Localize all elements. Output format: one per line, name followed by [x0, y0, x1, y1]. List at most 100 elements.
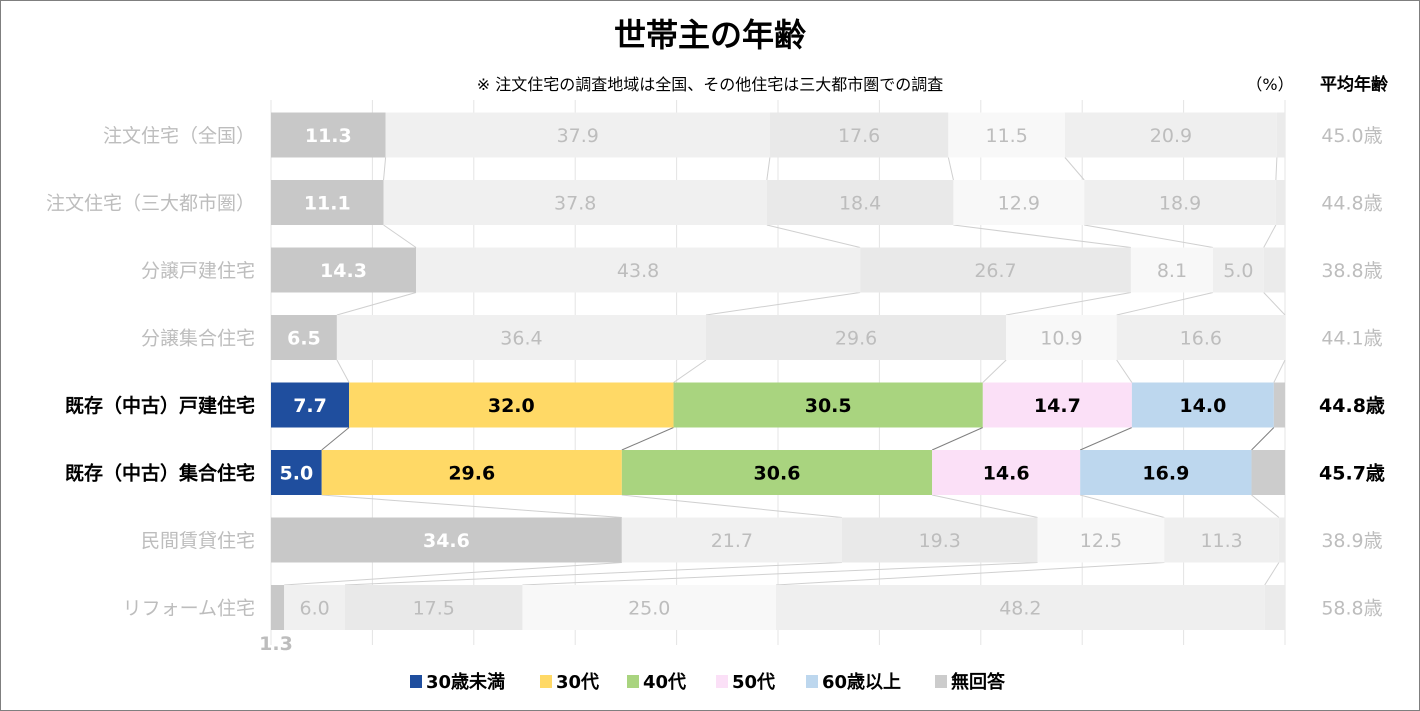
category-label: 民間賃貸住宅 [141, 530, 255, 552]
data-label: 11.3 [305, 125, 352, 147]
connector-line [931, 427, 984, 451]
legend-label: 60歳以上 [822, 672, 901, 693]
bar-segment [1084, 180, 1276, 225]
data-label: 17.5 [413, 598, 455, 620]
category-label: 既存（中古）集合住宅 [65, 462, 255, 485]
connector-line [1079, 427, 1133, 451]
category-label: 分譲集合住宅 [141, 328, 255, 350]
category-label: リフォーム住宅 [123, 598, 255, 620]
bar-segment [383, 180, 767, 225]
connector-line [673, 359, 707, 383]
legend-swatch [627, 675, 639, 688]
category-label: 注文住宅（三大都市圏） [46, 193, 255, 215]
connector-line [766, 224, 861, 248]
bar-segment [349, 382, 674, 428]
data-label: 30.5 [805, 395, 852, 417]
data-label: 7.7 [293, 395, 327, 417]
legend-swatch [806, 675, 818, 688]
bar-segment [271, 450, 322, 495]
connector-line [336, 359, 350, 383]
connector-line [947, 157, 954, 181]
connector-line [1251, 427, 1275, 451]
bar-segment [1130, 247, 1214, 293]
data-label: 20.9 [1150, 125, 1192, 147]
data-label: 16.6 [1180, 328, 1222, 350]
connector-line [321, 427, 350, 451]
legend-label: 30代 [556, 672, 599, 693]
bar-segment [1064, 112, 1277, 158]
connector-line [383, 224, 417, 248]
data-label: 12.9 [998, 193, 1040, 215]
bar-segment [1278, 517, 1285, 563]
data-label: 6.0 [299, 598, 329, 620]
data-label: 8.1 [1157, 260, 1187, 282]
bar-segment [860, 247, 1131, 293]
bar-segment [345, 585, 523, 630]
data-label: 12.5 [1080, 530, 1122, 552]
legend-swatch [410, 675, 422, 688]
bar-segment [706, 315, 1007, 360]
connector-line [932, 494, 1038, 518]
connector-line [775, 562, 1165, 586]
data-label: 18.4 [839, 193, 881, 215]
connector-line [321, 494, 622, 518]
legend-swatch [935, 675, 947, 688]
bar-segment [621, 517, 842, 563]
connector-line [953, 224, 1131, 248]
average-age-label: 44.8歳 [1319, 395, 1385, 417]
data-label: 1.3 [259, 633, 293, 655]
bar-segment [336, 315, 707, 360]
bar-segment [1116, 315, 1285, 360]
legend-label: 30歳未満 [426, 671, 505, 693]
data-label: 34.6 [423, 530, 470, 552]
data-label: 5.0 [280, 463, 314, 485]
data-label: 14.3 [320, 260, 367, 282]
bar-segment [271, 180, 384, 225]
legend-label: 40代 [643, 672, 686, 693]
data-label: 18.9 [1159, 193, 1201, 215]
data-label: 11.5 [986, 125, 1028, 147]
average-age-label: 45.7歳 [1319, 463, 1385, 485]
bar-segment [1037, 517, 1165, 563]
data-label: 37.8 [554, 193, 596, 215]
data-label: 25.0 [628, 598, 670, 620]
connector-line [1275, 157, 1278, 181]
bar-segment [1164, 517, 1279, 563]
average-age-label: 58.8歳 [1321, 598, 1382, 620]
connector-line [621, 427, 674, 451]
bar-segment [621, 450, 933, 495]
connector-line [1273, 359, 1286, 383]
connector-line [705, 292, 861, 316]
data-label: 14.6 [983, 463, 1030, 485]
data-label: 29.6 [835, 328, 877, 350]
bar-segment [1251, 450, 1285, 495]
legend-swatch [716, 675, 728, 688]
bar-segment [1276, 112, 1285, 158]
data-label: 6.5 [287, 328, 321, 350]
bar-segment [1006, 315, 1117, 360]
connector-line [1064, 157, 1085, 181]
connector-line [766, 157, 771, 181]
connector-line [1116, 359, 1133, 383]
bar-segment [953, 180, 1085, 225]
bar-segment [271, 315, 337, 360]
average-age-label: 44.8歳 [1321, 193, 1382, 215]
bar-segment [416, 247, 861, 293]
bar-segment [1131, 382, 1274, 428]
connector-line [383, 157, 387, 181]
bar-segment [766, 180, 954, 225]
bar-segment [1275, 180, 1285, 225]
connector-line [284, 562, 622, 586]
legend-swatch [540, 675, 552, 688]
bar-segment [841, 517, 1038, 563]
bar-segment [932, 450, 1081, 495]
average-age-label: 38.8歳 [1321, 260, 1382, 282]
data-label: 17.6 [838, 125, 880, 147]
bar-segment [775, 585, 1265, 630]
data-label: 32.0 [488, 395, 535, 417]
bar-segment [271, 585, 285, 630]
data-label: 29.6 [448, 463, 495, 485]
connector-line [1080, 494, 1165, 518]
legend-label: 無回答 [951, 671, 1006, 693]
